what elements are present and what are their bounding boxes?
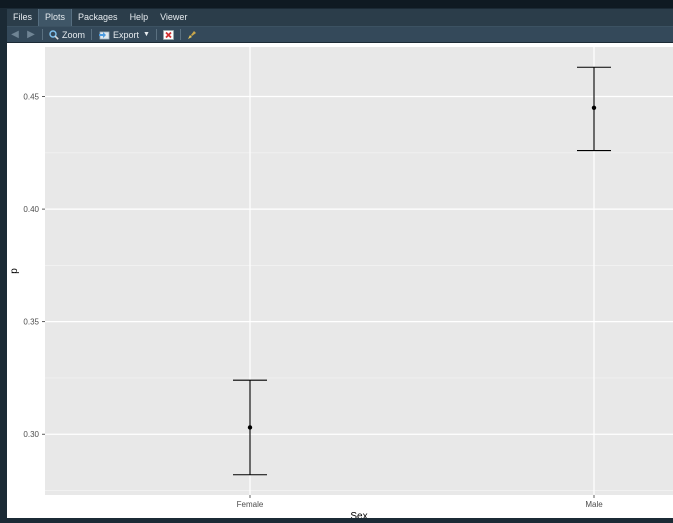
export-label: Export — [113, 29, 140, 40]
y-axis-title: p — [9, 268, 20, 274]
window-top-strip — [0, 0, 673, 8]
forward-arrow-icon: ▶ — [27, 28, 35, 40]
back-arrow-icon: ◀ — [11, 28, 19, 40]
tab-viewer[interactable]: Viewer — [160, 12, 188, 22]
plot-viewer: 0.30 0.35 0.40 0.45 Female Male Sex p — [7, 43, 673, 522]
tab-plots[interactable]: Plots — [38, 9, 73, 26]
x-tick-label: Male — [585, 500, 603, 509]
zoom-label: Zoom — [62, 29, 86, 40]
pane-tab-bar: Files Plots Packages Help Viewer — [7, 9, 673, 27]
zoom-button[interactable]: Zoom — [46, 27, 88, 42]
x-tick-label: Female — [237, 500, 264, 509]
y-tick-label: 0.45 — [23, 93, 39, 102]
x-axis-title: Sex — [350, 511, 367, 518]
export-button[interactable]: Export ▼ — [95, 27, 153, 42]
y-tick-label: 0.35 — [23, 318, 39, 327]
tab-files[interactable]: Files — [13, 12, 33, 22]
tab-help[interactable]: Help — [129, 12, 149, 22]
data-point — [591, 105, 597, 110]
plots-toolbar: ◀ ▶ Zoom Export ▼ — [7, 27, 673, 42]
forward-button[interactable]: ▶ — [23, 27, 39, 42]
tab-packages[interactable]: Packages — [78, 12, 118, 22]
back-button[interactable]: ◀ — [7, 27, 23, 42]
remove-plot-icon — [163, 29, 174, 40]
chevron-down-icon: ▼ — [143, 31, 150, 38]
y-tick-label: 0.40 — [23, 205, 39, 214]
toolbar-divider — [179, 29, 181, 40]
plot-panel — [45, 47, 673, 495]
y-tick-label: 0.30 — [23, 430, 39, 439]
toolbar-divider — [155, 29, 157, 40]
zoom-icon — [49, 29, 59, 40]
clear-all-broom-icon — [187, 30, 196, 39]
clear-all-button[interactable] — [184, 27, 200, 42]
toolbar-divider — [91, 29, 93, 40]
export-icon — [99, 31, 110, 39]
error-bar-chart: 0.30 0.35 0.40 0.45 Female Male Sex p — [9, 47, 673, 522]
data-point — [247, 425, 253, 430]
remove-plot-button[interactable] — [160, 27, 177, 42]
toolbar-divider — [42, 29, 43, 40]
